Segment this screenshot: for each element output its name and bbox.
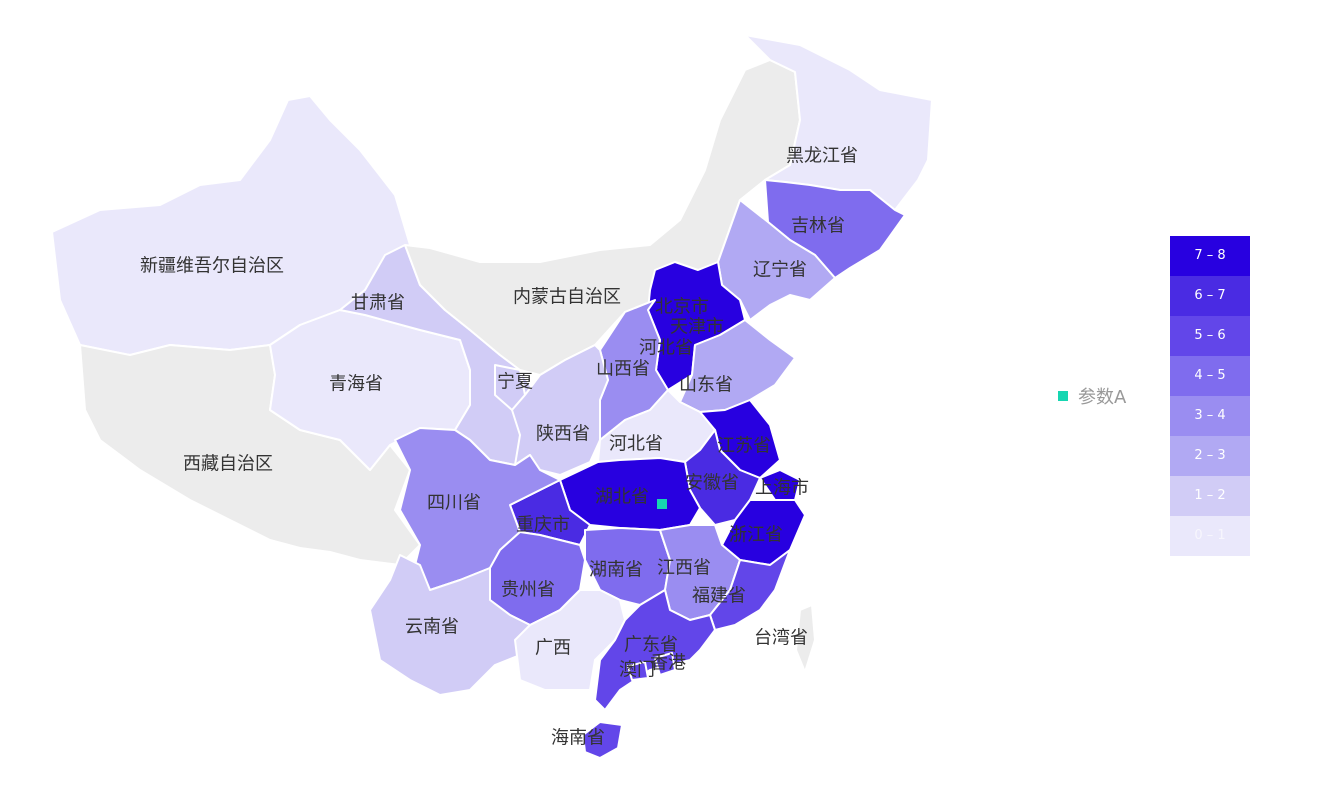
series-legend[interactable]: 参数A (1058, 384, 1126, 408)
region-label: 黑龙江省 (786, 146, 858, 167)
region-shape[interactable] (795, 604, 816, 673)
region-label: 广西 (535, 638, 571, 659)
region-label: 湖南省 (589, 560, 643, 581)
region-label: 安徽省 (685, 473, 739, 494)
scale-bin[interactable]: 1 – 2 (1170, 476, 1250, 516)
region-shape[interactable] (582, 721, 623, 759)
scale-bin[interactable]: 5 – 6 (1170, 316, 1250, 356)
region-label: 青海省 (329, 374, 383, 395)
region-shape[interactable] (654, 652, 676, 676)
region-label: 江苏省 (717, 436, 771, 457)
scale-bin[interactable]: 0 – 1 (1170, 516, 1250, 556)
scale-bin[interactable]: 3 – 4 (1170, 396, 1250, 436)
region-label: 重庆市 (516, 515, 570, 536)
region-label: 四川省 (427, 493, 481, 514)
region-label: 河北省 (639, 338, 693, 359)
scale-bin[interactable]: 6 – 7 (1170, 276, 1250, 316)
series-swatch (1058, 391, 1068, 401)
region-label: 山西省 (596, 359, 650, 380)
region-label: 澳门 (619, 660, 655, 681)
region-shape[interactable] (369, 554, 531, 696)
region-label: 台湾省 (754, 628, 808, 649)
region-label: 内蒙古自治区 (513, 287, 621, 308)
region-label: 宁夏 (497, 372, 533, 393)
region-label: 贵州省 (501, 580, 555, 601)
region-label: 云南省 (405, 617, 459, 638)
region-label: 西藏自治区 (183, 454, 273, 475)
region-label: 山东省 (679, 375, 733, 396)
scale-bin[interactable]: 2 – 3 (1170, 436, 1250, 476)
region-shape[interactable] (394, 427, 561, 591)
region-label: 北京市 (655, 297, 709, 318)
region-label: 新疆维吾尔自治区 (140, 256, 284, 277)
region-label: 甘肃省 (351, 293, 405, 314)
region-label: 湖北省 (595, 487, 649, 508)
region-label: 广东省 (624, 635, 678, 656)
series-marker[interactable] (657, 499, 667, 509)
region-label: 江西省 (657, 558, 711, 579)
region-shape[interactable] (759, 469, 801, 501)
region-shape[interactable] (627, 661, 649, 681)
region-label: 辽宁省 (753, 260, 807, 281)
map-regions (51, 34, 933, 759)
region-label: 香港 (650, 653, 686, 674)
region-label: 吉林省 (791, 216, 845, 237)
scale-bin[interactable]: 4 – 5 (1170, 356, 1250, 396)
region-label: 福建省 (692, 586, 746, 607)
region-label: 河北省 (609, 434, 663, 455)
region-shape[interactable] (404, 59, 801, 376)
region-label: 陕西省 (536, 424, 590, 445)
region-shape[interactable] (709, 549, 791, 631)
region-label: 浙江省 (729, 525, 783, 546)
region-label: 上海市 (755, 478, 809, 499)
scale-bin[interactable]: 7 – 8 (1170, 236, 1250, 276)
series-legend-label: 参数A (1078, 387, 1127, 408)
map-markers (657, 499, 667, 509)
region-label: 天津市 (670, 317, 724, 338)
region-label: 海南省 (551, 728, 605, 749)
region-shape[interactable] (594, 589, 716, 711)
